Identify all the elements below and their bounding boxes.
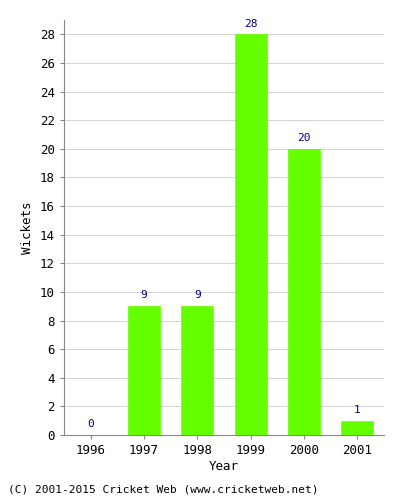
Y-axis label: Wickets: Wickets — [22, 201, 34, 254]
Text: 20: 20 — [297, 133, 311, 143]
Text: 28: 28 — [244, 18, 258, 28]
Text: 0: 0 — [87, 420, 94, 430]
Text: 9: 9 — [141, 290, 147, 300]
Bar — [128, 306, 160, 435]
Bar — [181, 306, 213, 435]
Text: 1: 1 — [354, 405, 361, 415]
Bar — [341, 420, 373, 435]
Bar — [235, 34, 267, 435]
Bar — [288, 149, 320, 435]
X-axis label: Year: Year — [209, 460, 239, 473]
Text: (C) 2001-2015 Cricket Web (www.cricketweb.net): (C) 2001-2015 Cricket Web (www.cricketwe… — [8, 485, 318, 495]
Text: 9: 9 — [194, 290, 201, 300]
